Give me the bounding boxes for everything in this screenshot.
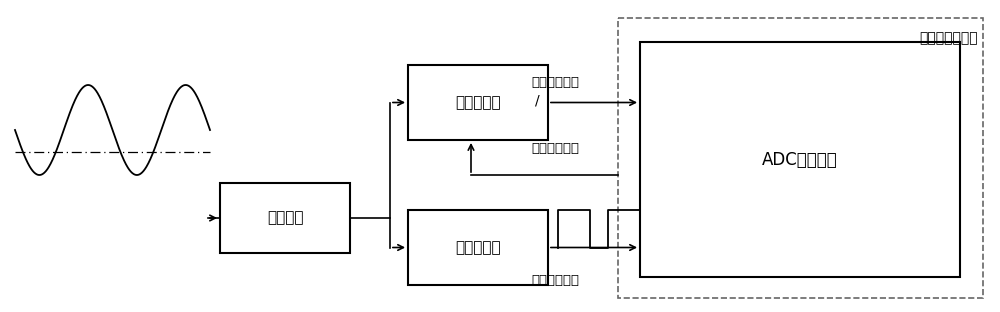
Bar (408, 210, 548, 285)
Text: ADC控制模块: ADC控制模块 (762, 150, 838, 168)
Bar (640, 42, 960, 277)
Text: 模数转换器: 模数转换器 (455, 95, 501, 110)
Text: 调理电路: 调理电路 (267, 211, 303, 226)
Text: 同相方波信号: 同相方波信号 (531, 274, 579, 286)
Text: 过零比较器: 过零比较器 (455, 240, 501, 255)
Text: 可编程逻辑器件: 可编程逻辑器件 (919, 31, 978, 45)
Bar (220, 183, 350, 253)
Text: /: / (535, 93, 539, 107)
Text: 数模转换结果: 数模转换结果 (531, 76, 579, 89)
Bar (618, 18, 983, 298)
Text: 转换使能信号: 转换使能信号 (531, 142, 579, 154)
Bar (408, 65, 548, 140)
